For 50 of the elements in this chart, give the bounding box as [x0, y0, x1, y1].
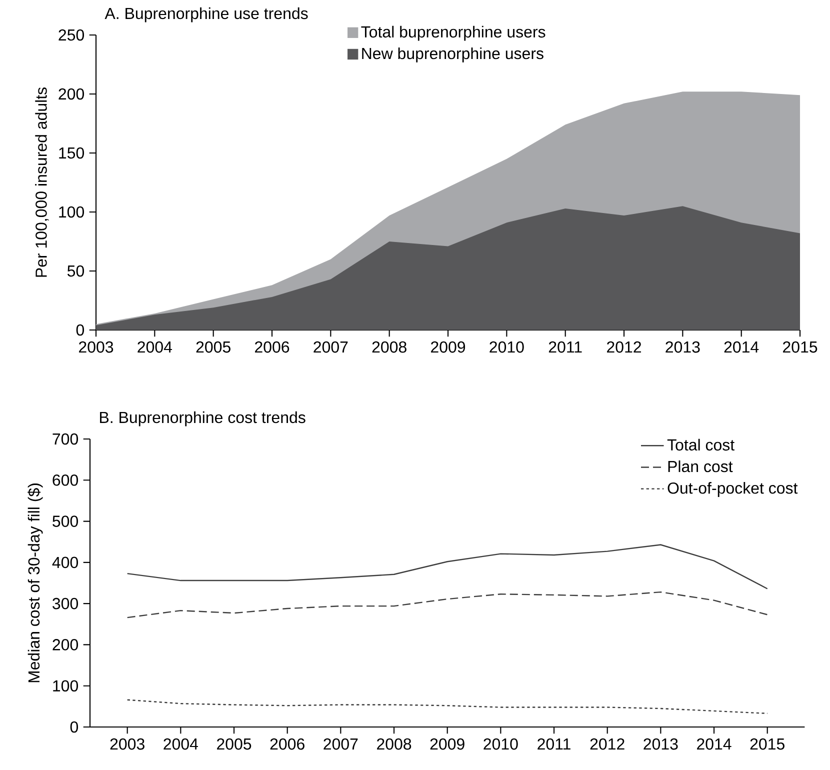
legend-label: Total cost — [667, 438, 734, 451]
y-tick-label: 600 — [52, 474, 78, 486]
x-tick-label: 2014 — [724, 341, 759, 353]
x-tick-label: 2014 — [697, 738, 732, 750]
y-tick-label: 50 — [67, 265, 84, 277]
y-tick-label: 700 — [52, 433, 78, 445]
x-tick-label: 2013 — [644, 738, 678, 750]
chart-title: B. Buprenorphine cost trends — [100, 411, 306, 426]
x-tick-label: 2012 — [590, 738, 624, 750]
y-tick-label: 300 — [52, 598, 78, 610]
x-tick-label: 2009 — [430, 738, 464, 750]
y-tick-label: 200 — [52, 639, 78, 650]
legend-label: Out-of-pocket cost — [668, 482, 798, 497]
y-tick-label: 400 — [52, 556, 78, 568]
x-tick-label: 2011 — [548, 341, 582, 353]
x-tick-label: 2007 — [314, 341, 348, 353]
y-tick-label: 100 — [53, 680, 78, 692]
x-tick-label: 2009 — [431, 341, 466, 353]
y-axis-title: Per 100,000 insured adults — [35, 87, 49, 277]
y-tick-label: 0 — [70, 721, 78, 733]
x-tick-label: 2003 — [110, 738, 144, 750]
y-tick-label: 100 — [59, 206, 84, 218]
y-tick-label: 500 — [52, 516, 78, 527]
x-tick-label: 2007 — [324, 738, 358, 750]
y-tick-label: 250 — [58, 29, 84, 41]
line-series — [126, 591, 768, 618]
x-tick-label: 2004 — [164, 738, 198, 750]
x-tick-label: 2005 — [217, 738, 252, 750]
x-tick-label: 2010 — [484, 738, 518, 750]
x-tick-label: 2012 — [607, 341, 641, 353]
x-tick-label: 2008 — [372, 341, 406, 353]
y-axis-title: Median cost of 30-day fill ($) — [28, 484, 43, 682]
x-tick-label: 2004 — [138, 341, 172, 353]
x-tick-label: 2003 — [79, 341, 114, 353]
legend-label: Total buprenorphine users — [361, 26, 546, 41]
x-tick-label: 2006 — [255, 341, 290, 353]
x-tick-label: 2011 — [538, 738, 570, 750]
y-tick-label: 0 — [76, 324, 84, 336]
y-tick-label: 150 — [59, 147, 84, 159]
x-tick-label: 2013 — [666, 341, 700, 353]
x-tick-label: 2006 — [270, 738, 304, 750]
y-tick-label: 200 — [58, 88, 84, 100]
x-tick-label: 2015 — [750, 738, 784, 750]
x-tick-label: 2010 — [490, 341, 524, 353]
x-tick-label: 2008 — [377, 738, 412, 750]
chart-title: A. Buprenorphine use trends — [104, 7, 308, 22]
x-tick-label: 2005 — [196, 341, 230, 353]
legend-label: New buprenorphine users — [362, 47, 544, 62]
x-tick-label: 2015 — [783, 341, 818, 353]
legend-label: Plan cost — [668, 460, 733, 472]
